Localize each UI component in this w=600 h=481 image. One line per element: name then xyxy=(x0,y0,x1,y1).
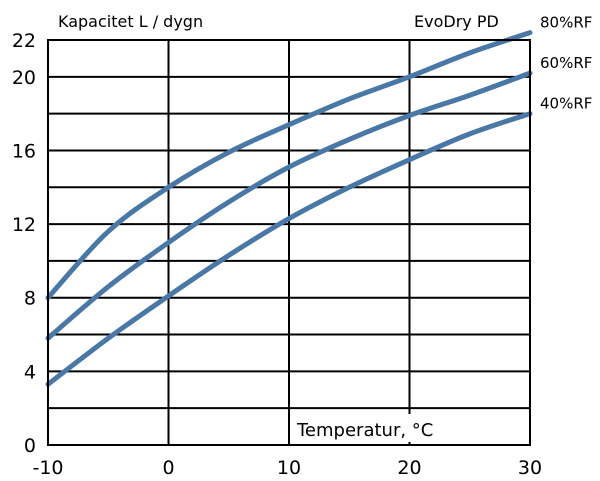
series-label: 40%RF xyxy=(540,95,592,113)
series-lines xyxy=(45,30,533,387)
series-label: 60%RF xyxy=(540,54,592,72)
series-label: 80%RF xyxy=(540,14,592,32)
chart-title: EvoDry PD xyxy=(414,12,499,31)
series-line xyxy=(45,70,533,341)
series-line xyxy=(45,30,533,301)
x-tick-label: 10 xyxy=(277,457,301,479)
series-labels: 80%RF 60%RF 40%RF xyxy=(540,14,592,113)
xlabel-background xyxy=(292,414,464,442)
y-tick-label: 8 xyxy=(24,288,36,310)
y-tick-label: 12 xyxy=(12,214,36,236)
x-tick-label: -10 xyxy=(32,457,63,479)
y-tick-label: 20 xyxy=(12,67,36,89)
y-tick-label: 16 xyxy=(12,140,36,162)
x-tick-labels: -10 0 10 20 30 xyxy=(32,457,542,479)
ylabel-background xyxy=(55,8,233,32)
grid-lines xyxy=(48,40,530,445)
x-axis-label: Temperatur, °C xyxy=(296,420,433,441)
y-axis-label: Kapacitet L / dygn xyxy=(58,12,203,31)
x-tick-label: 20 xyxy=(397,457,421,479)
title-background xyxy=(410,8,520,32)
y-tick-label: 4 xyxy=(24,361,36,383)
x-tick-label: 0 xyxy=(162,457,174,479)
y-tick-label: 22 xyxy=(12,30,36,52)
plot-frame xyxy=(47,39,531,446)
y-tick-labels: 0 4 8 12 16 20 22 xyxy=(12,30,36,457)
x-tick-label: 30 xyxy=(518,457,542,479)
series-line xyxy=(45,111,533,387)
y-tick-label: 0 xyxy=(24,435,36,457)
